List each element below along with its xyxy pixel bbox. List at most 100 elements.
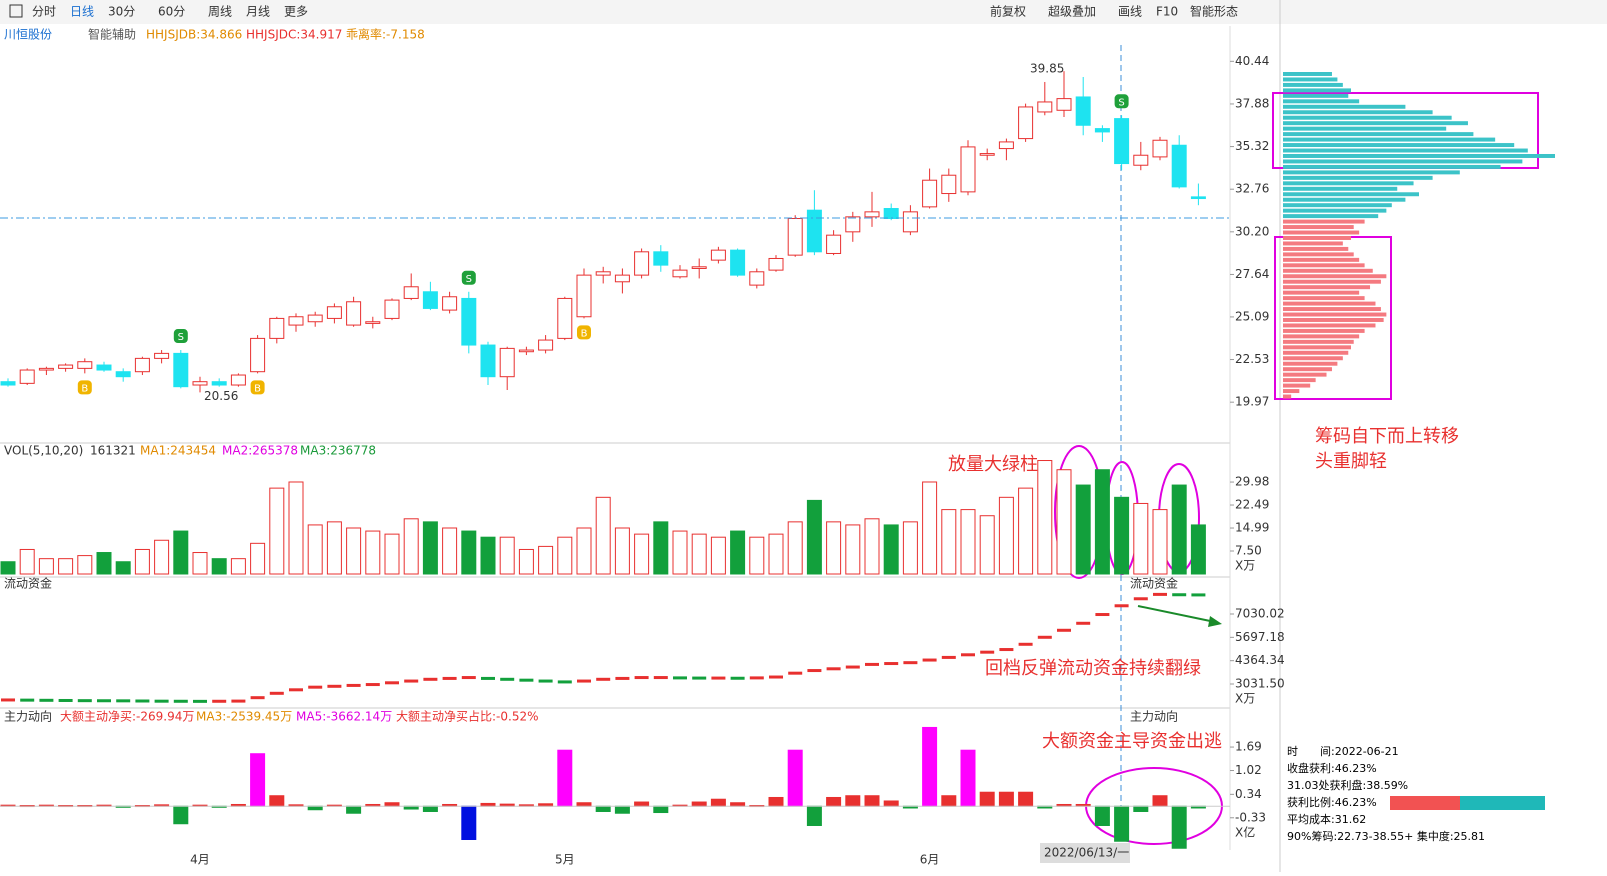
tab[interactable]: 60分 xyxy=(158,5,185,19)
candle-body xyxy=(307,314,323,323)
candle-body xyxy=(192,381,208,386)
signal-label: S xyxy=(466,274,472,285)
bar xyxy=(58,558,74,575)
y-tick-label: 27.64 xyxy=(1235,267,1269,281)
y-tick-label: 7.50 xyxy=(1235,543,1262,557)
candle-body xyxy=(864,211,880,218)
bar xyxy=(211,558,227,575)
chip-bar xyxy=(1283,263,1365,268)
bar xyxy=(1094,805,1110,826)
annotation: 筹码自下而上转移 xyxy=(1315,426,1459,447)
bar xyxy=(922,726,938,807)
toolbar-button[interactable]: 智能形态 xyxy=(1190,4,1238,19)
bar xyxy=(768,533,784,575)
chip-bar xyxy=(1283,126,1447,131)
tab[interactable]: 更多 xyxy=(284,5,308,19)
bar xyxy=(941,795,957,807)
bar xyxy=(134,548,150,575)
bar xyxy=(250,542,266,575)
x-tick-label: 5月 xyxy=(555,853,575,867)
toolbar-button[interactable]: F10 xyxy=(1156,5,1178,19)
bar xyxy=(326,521,342,575)
bar xyxy=(480,536,496,575)
candle-body xyxy=(922,179,938,208)
bar xyxy=(403,518,419,575)
chip-bar xyxy=(1283,170,1460,175)
bar xyxy=(461,805,477,840)
tab[interactable]: 日线 xyxy=(70,5,94,19)
chip-bar xyxy=(1283,148,1528,153)
candle-body xyxy=(250,337,266,373)
bar xyxy=(1133,502,1149,575)
legend: 大额主动净买:-269.94万 xyxy=(60,710,194,724)
signal-icon xyxy=(250,380,265,395)
chip-bar xyxy=(1283,339,1354,344)
tab[interactable]: 月线 xyxy=(246,5,270,19)
bar xyxy=(960,509,976,575)
bar xyxy=(710,536,726,575)
bar xyxy=(634,533,650,575)
panel-title: 流动资金 xyxy=(1130,576,1178,591)
y-tick-label: 14.99 xyxy=(1235,521,1269,535)
chip-bar xyxy=(1283,257,1360,262)
chip-bar xyxy=(1283,350,1349,355)
bar xyxy=(365,530,381,575)
candle-body xyxy=(787,218,803,256)
chip-bar xyxy=(1283,285,1371,290)
candle-body xyxy=(1094,128,1110,133)
y-tick-label: 22.49 xyxy=(1235,498,1269,512)
y-tick-label: 30.20 xyxy=(1235,224,1269,238)
candle-body xyxy=(365,321,381,324)
chip-bar xyxy=(1283,115,1452,120)
bar xyxy=(0,561,16,575)
legend: MA3:-2539.45万 xyxy=(196,710,292,724)
candle-body xyxy=(58,364,74,369)
candle-body xyxy=(768,257,784,271)
bar xyxy=(845,524,861,575)
bar xyxy=(1152,509,1168,575)
chip-bar xyxy=(1283,383,1311,388)
candle-body xyxy=(384,299,400,319)
chip-bar xyxy=(1283,252,1354,257)
candle-body xyxy=(576,274,592,318)
chip-bar xyxy=(1283,367,1332,372)
bar xyxy=(1018,791,1034,807)
candle-body xyxy=(749,271,765,286)
toolbar-button[interactable]: 画线 xyxy=(1118,5,1142,19)
bar xyxy=(422,521,438,575)
legend: 大额主动净买占比:-0.52% xyxy=(396,709,539,724)
y-tick-label: 0.34 xyxy=(1235,787,1262,801)
candle-body xyxy=(998,141,1014,150)
chip-bar xyxy=(1283,219,1365,224)
bar xyxy=(941,509,957,575)
candle-body xyxy=(1037,101,1053,113)
bar xyxy=(1171,805,1187,849)
bar xyxy=(442,527,458,575)
toolbar-button[interactable]: 前复权 xyxy=(990,4,1026,19)
y-tick-label: 40.44 xyxy=(1235,54,1269,68)
tab[interactable]: 分时 xyxy=(32,5,56,19)
stock-name[interactable]: 川恒股份 xyxy=(4,28,52,42)
info-line: 获利比例:46.23% xyxy=(1287,795,1377,809)
bar xyxy=(998,791,1014,807)
chip-bar xyxy=(1283,296,1365,301)
candle-body xyxy=(346,301,362,326)
bar xyxy=(1056,469,1072,575)
candle-body xyxy=(38,367,54,371)
tab[interactable]: 周线 xyxy=(208,5,232,19)
candle-body xyxy=(326,306,342,319)
chip-bar xyxy=(1283,72,1332,76)
bar xyxy=(557,749,573,807)
toolbar-button[interactable]: 超级叠加 xyxy=(1048,4,1096,19)
panel-title: 主力动向 xyxy=(4,709,52,724)
menu-icon[interactable] xyxy=(9,4,23,18)
candle-body xyxy=(730,249,746,276)
tab[interactable]: 30分 xyxy=(108,5,135,19)
candle-body xyxy=(1114,118,1130,165)
bar xyxy=(710,798,726,807)
legend: 161321 xyxy=(90,444,136,458)
chip-bar xyxy=(1283,274,1387,279)
candle-body xyxy=(499,347,515,378)
